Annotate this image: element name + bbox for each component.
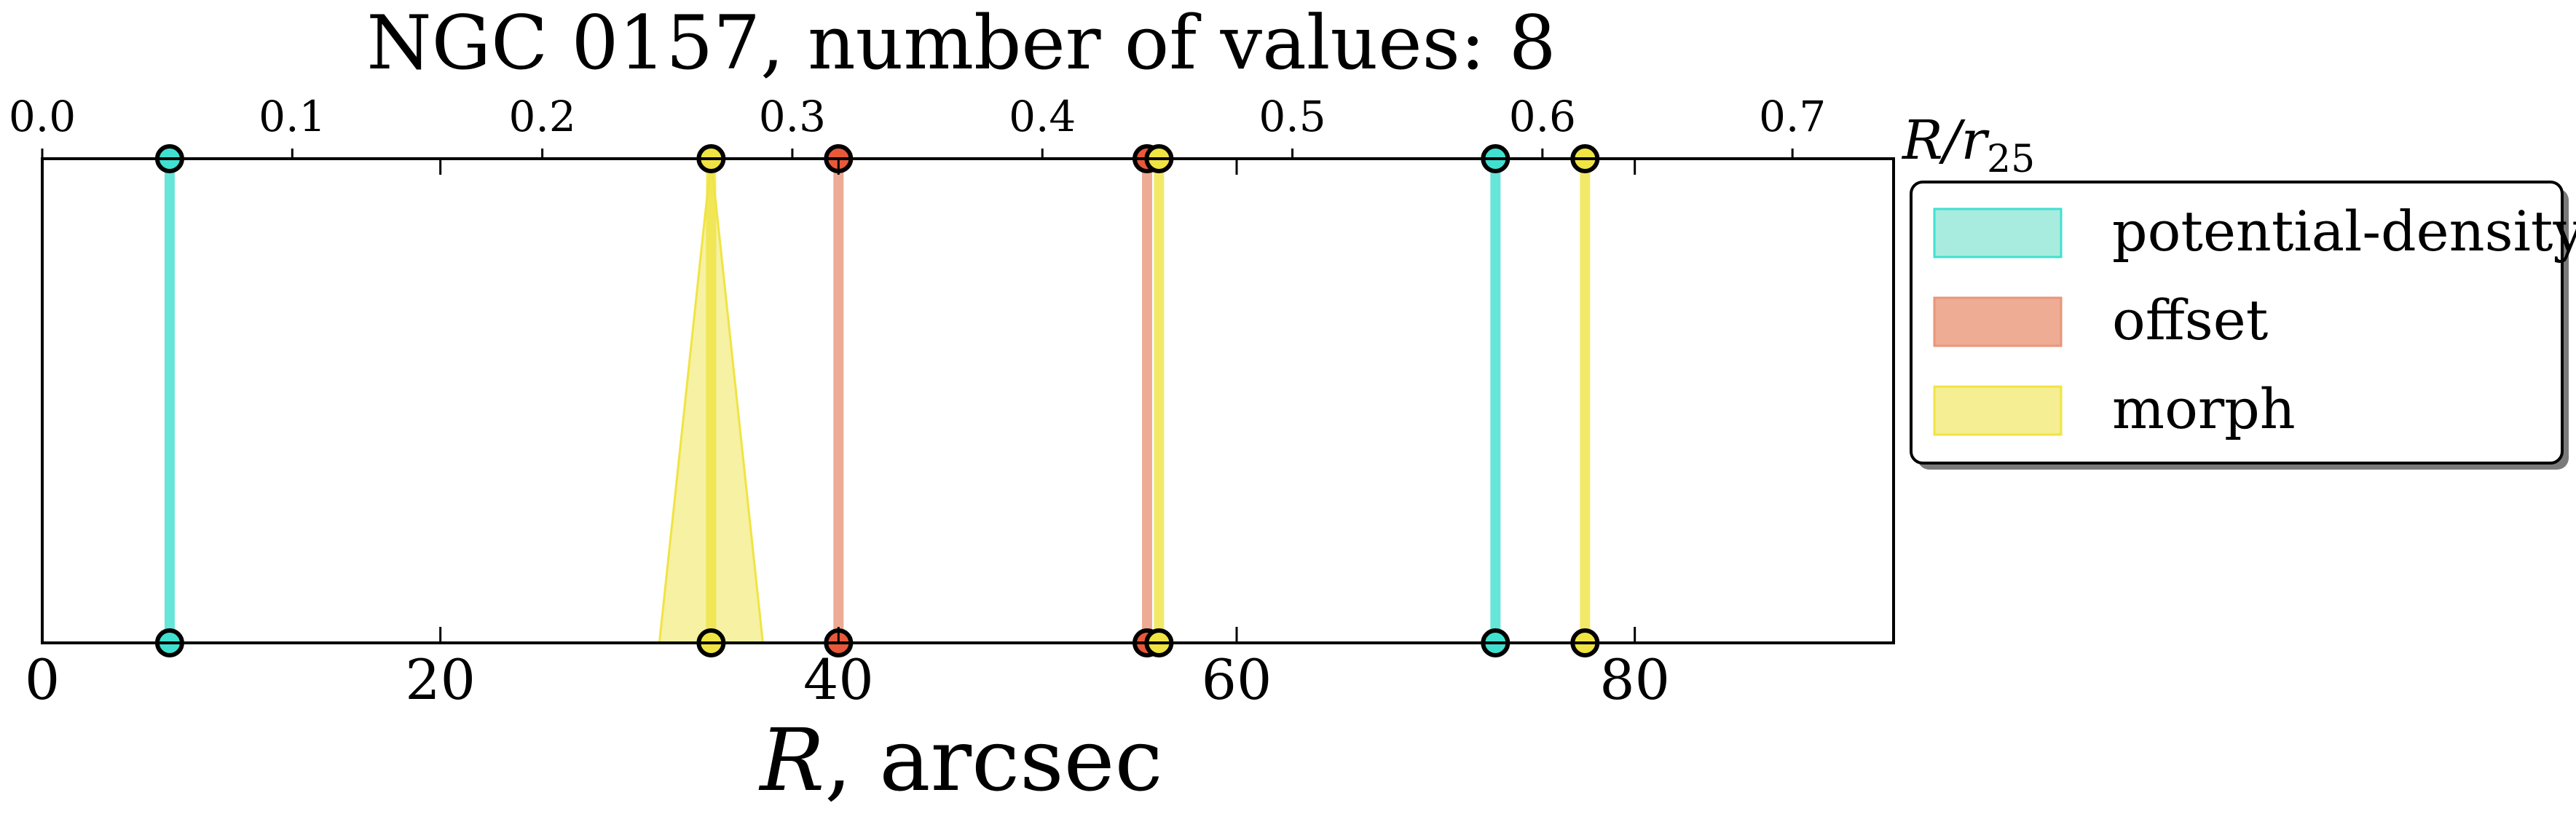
top-tick-label: 0.6 xyxy=(1509,92,1576,141)
top-tick-label: 0.0 xyxy=(9,92,76,141)
x-tick-label: 20 xyxy=(405,647,476,712)
top-axis-ticks: 0.0 0.1 0.2 0.3 0.4 0.5 0.6 0.7 xyxy=(9,92,1826,159)
top-tick-label: 0.5 xyxy=(1259,92,1326,141)
legend: potential-density offset morph xyxy=(1910,181,2576,470)
x-tick-label: 0 xyxy=(25,647,60,712)
top-axis-label-base: R/r xyxy=(1901,109,1990,172)
x-axis-label: R, arcsec xyxy=(758,710,1162,810)
top-axis-label: R/r25 xyxy=(1901,109,2035,181)
x-tick-label: 40 xyxy=(803,647,874,712)
legend-label: potential-density xyxy=(2112,199,2576,264)
legend-items: potential-density offset morph xyxy=(1933,199,2576,441)
x-axis-label-symbol: R xyxy=(758,710,824,810)
x-tick-label: 60 xyxy=(1202,647,1272,712)
legend-swatch xyxy=(1933,385,2063,436)
top-tick-label: 0.3 xyxy=(759,92,826,141)
plot-frame xyxy=(41,157,1895,644)
top-axis-label-subscript: 25 xyxy=(1987,138,2035,181)
bottom-axis-ticks: 0 20 40 60 80 xyxy=(25,159,1670,712)
top-tick-label: 0.4 xyxy=(1009,92,1076,141)
legend-swatch xyxy=(1933,296,2063,347)
chart-title: NGC 0157, number of values: 8 xyxy=(366,0,1556,87)
x-axis-label-rest: , arcsec xyxy=(824,710,1162,810)
data-marks xyxy=(154,144,1600,657)
legend-label: offset xyxy=(2112,288,2268,352)
top-tick-label: 0.1 xyxy=(259,92,326,141)
x-tick-label: 80 xyxy=(1599,647,1670,712)
legend-label: morph xyxy=(2112,376,2296,441)
legend-box xyxy=(1910,181,2564,465)
top-tick-label: 0.2 xyxy=(508,92,575,141)
legend-swatch xyxy=(1933,208,2063,258)
top-tick-label: 0.7 xyxy=(1759,92,1826,141)
